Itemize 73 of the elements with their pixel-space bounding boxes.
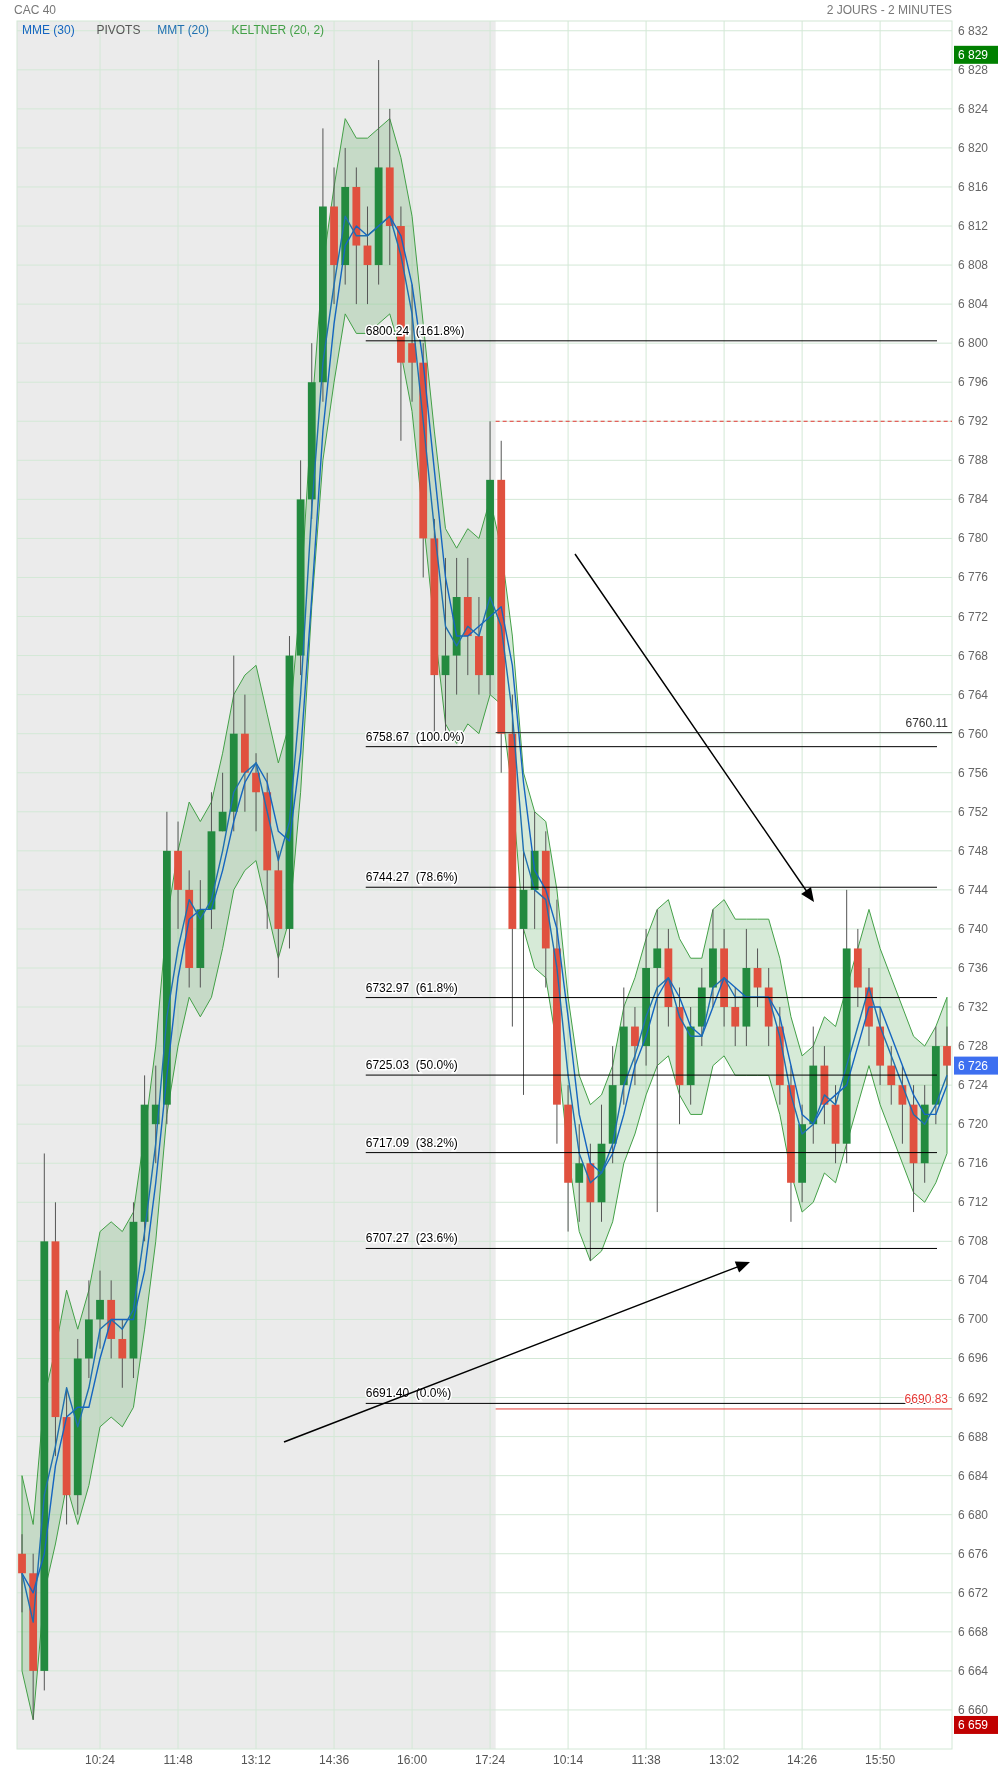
y-tick-label: 6 788	[958, 453, 989, 468]
y-tick-label: 6 756	[958, 765, 989, 780]
chart-title: CAC 40	[14, 3, 57, 17]
x-tick-label: 10:24	[85, 1753, 116, 1767]
ref-line-label: 6717.09 (38.2%)	[365, 1135, 458, 1150]
ref-line-label: 6732.97 (61.8%)	[365, 980, 458, 995]
y-tick-label: 6 764	[958, 687, 989, 702]
y-tick-label: 6 659	[958, 1717, 989, 1732]
y-tick-label: 6 712	[958, 1195, 989, 1210]
x-tick-label: 15:50	[865, 1753, 896, 1767]
y-tick-label: 6 780	[958, 531, 989, 546]
y-tick-label: 6 816	[958, 179, 989, 194]
y-tick-label: 6 724	[958, 1078, 989, 1093]
y-tick-label: 6 744	[958, 882, 989, 897]
x-tick-label: 13:12	[241, 1753, 272, 1767]
y-tick-label: 6 688	[958, 1429, 989, 1444]
ref-line-label: 6744.27 (78.6%)	[365, 870, 458, 885]
y-tick-label: 6 736	[958, 960, 989, 975]
x-tick-label: 17:24	[475, 1753, 506, 1767]
y-tick-label: 6 772	[958, 609, 989, 624]
y-tick-label: 6 796	[958, 375, 989, 390]
ref-line-label: 6690.83	[904, 1391, 949, 1406]
y-tick-label: 6 680	[958, 1507, 989, 1522]
y-tick-label: 6 660	[958, 1702, 989, 1717]
ref-line-label: 6707.27 (23.6%)	[365, 1231, 458, 1246]
y-tick-label: 6 684	[958, 1468, 989, 1483]
x-tick-label: 11:38	[631, 1753, 661, 1767]
x-tick-label: 13:02	[709, 1753, 740, 1767]
y-tick-label: 6 820	[958, 140, 989, 155]
y-tick-label: 6 752	[958, 804, 989, 819]
y-tick-label: 6 704	[958, 1273, 989, 1288]
y-tick-label: 6 768	[958, 648, 989, 663]
chart-subtitle: 2 JOURS - 2 MINUTES	[826, 3, 952, 17]
x-tick-label: 10:14	[553, 1753, 584, 1767]
y-tick-label: 6 740	[958, 921, 989, 936]
x-tick-label: 14:26	[787, 1753, 818, 1767]
y-tick-label: 6 800	[958, 336, 989, 351]
y-tick-label: 6 716	[958, 1156, 989, 1171]
legend-label: KELTNER (20, 2)	[231, 23, 325, 37]
y-tick-label: 6 824	[958, 101, 989, 116]
ref-line-label: 6691.40 (0.0%)	[365, 1386, 452, 1401]
y-tick-label: 6 696	[958, 1351, 989, 1366]
y-tick-label: 6 708	[958, 1234, 989, 1249]
x-tick-label: 14:36	[319, 1753, 350, 1767]
x-tick-label: 11:48	[163, 1753, 193, 1767]
y-tick-label: 6 804	[958, 297, 989, 312]
y-tick-label: 6 676	[958, 1546, 989, 1561]
annotation: PIVOTS	[96, 23, 141, 37]
y-tick-label: 6 808	[958, 258, 989, 273]
y-tick-label: 6 829	[958, 47, 989, 62]
y-tick-label: 6 728	[958, 1039, 989, 1054]
y-tick-label: 6 832	[958, 23, 989, 38]
y-tick-label: 6 668	[958, 1624, 989, 1639]
y-tick-label: 6 700	[958, 1312, 989, 1327]
y-tick-label: 6 726	[958, 1058, 989, 1073]
y-tick-label: 6 748	[958, 843, 989, 858]
x-tick-label: 16:00	[397, 1753, 428, 1767]
text: MMT (20)	[157, 23, 209, 37]
y-tick-label: 6 692	[958, 1390, 989, 1405]
ref-line-label: 6758.67 (100.0%)	[365, 729, 465, 744]
y-tick-label: 6 720	[958, 1117, 989, 1132]
y-tick-label: 6 760	[958, 726, 989, 741]
y-tick-label: 6 828	[958, 62, 989, 77]
y-tick-label: 6 672	[958, 1585, 989, 1600]
y-tick-label: 6 664	[958, 1663, 989, 1678]
y-tick-label: 6 812	[958, 219, 989, 234]
ref-line-label: 6725.03 (50.0%)	[365, 1058, 458, 1073]
y-tick-label: 6 792	[958, 414, 989, 429]
y-tick-label: 6 784	[958, 492, 989, 507]
y-tick-label: 6 732	[958, 1000, 989, 1015]
ref-line-label: 6760.11	[905, 715, 949, 730]
text: MME (30)	[22, 23, 75, 37]
y-tick-label: 6 776	[958, 570, 989, 585]
